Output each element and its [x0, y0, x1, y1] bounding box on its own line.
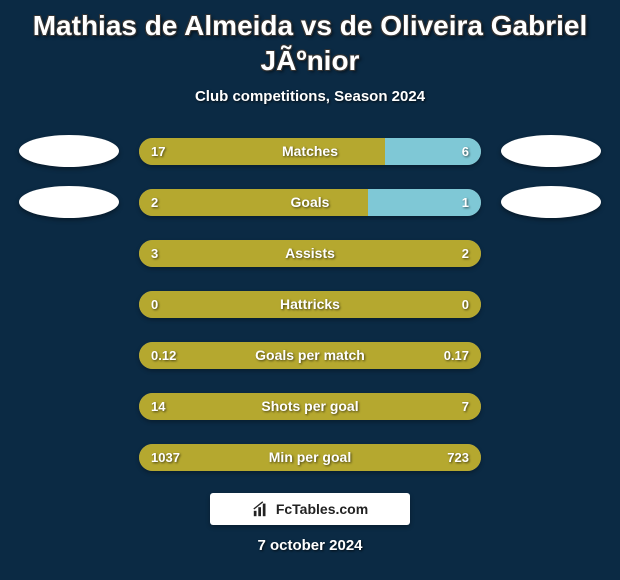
stat-value-right: 2: [462, 240, 469, 267]
stat-value-right: 6: [462, 138, 469, 165]
stat-row: 32Assists: [10, 237, 610, 269]
stat-value-left: 0.12: [151, 342, 176, 369]
player-left-avatar: [19, 186, 119, 218]
stat-value-right: 1: [462, 189, 469, 216]
stat-bar-left: [139, 138, 385, 165]
stat-row: 1037723Min per goal: [10, 441, 610, 473]
stat-bar-left: [139, 342, 481, 369]
stat-value-left: 14: [151, 393, 165, 420]
stat-bar: 00Hattricks: [139, 291, 481, 318]
subtitle: Club competitions, Season 2024: [10, 88, 610, 105]
stat-row: 21Goals: [10, 186, 610, 218]
stat-row: 176Matches: [10, 135, 610, 167]
brand-badge[interactable]: FcTables.com: [210, 493, 410, 525]
stat-value-left: 1037: [151, 444, 180, 471]
stat-bar-left: [139, 444, 481, 471]
stat-bar: 21Goals: [139, 189, 481, 216]
stat-bar-left: [139, 240, 481, 267]
stat-bar-left: [139, 291, 481, 318]
stat-bar: 1037723Min per goal: [139, 444, 481, 471]
stat-value-left: 3: [151, 240, 158, 267]
player-right-avatar: [501, 135, 601, 167]
stat-bar-left: [139, 189, 368, 216]
stat-row: 147Shots per goal: [10, 390, 610, 422]
stat-bar: 0.120.17Goals per match: [139, 342, 481, 369]
stat-bar: 147Shots per goal: [139, 393, 481, 420]
stat-value-left: 17: [151, 138, 165, 165]
stat-row: 0.120.17Goals per match: [10, 339, 610, 371]
page-title: Mathias de Almeida vs de Oliveira Gabrie…: [10, 8, 610, 78]
stat-value-left: 0: [151, 291, 158, 318]
stat-bar: 32Assists: [139, 240, 481, 267]
stat-value-right: 7: [462, 393, 469, 420]
player-right-avatar: [501, 186, 601, 218]
footer-date: 7 october 2024: [10, 537, 610, 554]
stat-bar-left: [139, 393, 481, 420]
stat-value-right: 0: [462, 291, 469, 318]
brand-chart-icon: [252, 500, 270, 518]
player-left-avatar: [19, 135, 119, 167]
stat-value-right: 723: [447, 444, 469, 471]
stat-value-left: 2: [151, 189, 158, 216]
stats-rows-container: 176Matches21Goals32Assists00Hattricks0.1…: [10, 135, 610, 473]
brand-text: FcTables.com: [276, 501, 368, 517]
stat-bar: 176Matches: [139, 138, 481, 165]
stat-row: 00Hattricks: [10, 288, 610, 320]
comparison-card: Mathias de Almeida vs de Oliveira Gabrie…: [0, 0, 620, 580]
stat-value-right: 0.17: [444, 342, 469, 369]
